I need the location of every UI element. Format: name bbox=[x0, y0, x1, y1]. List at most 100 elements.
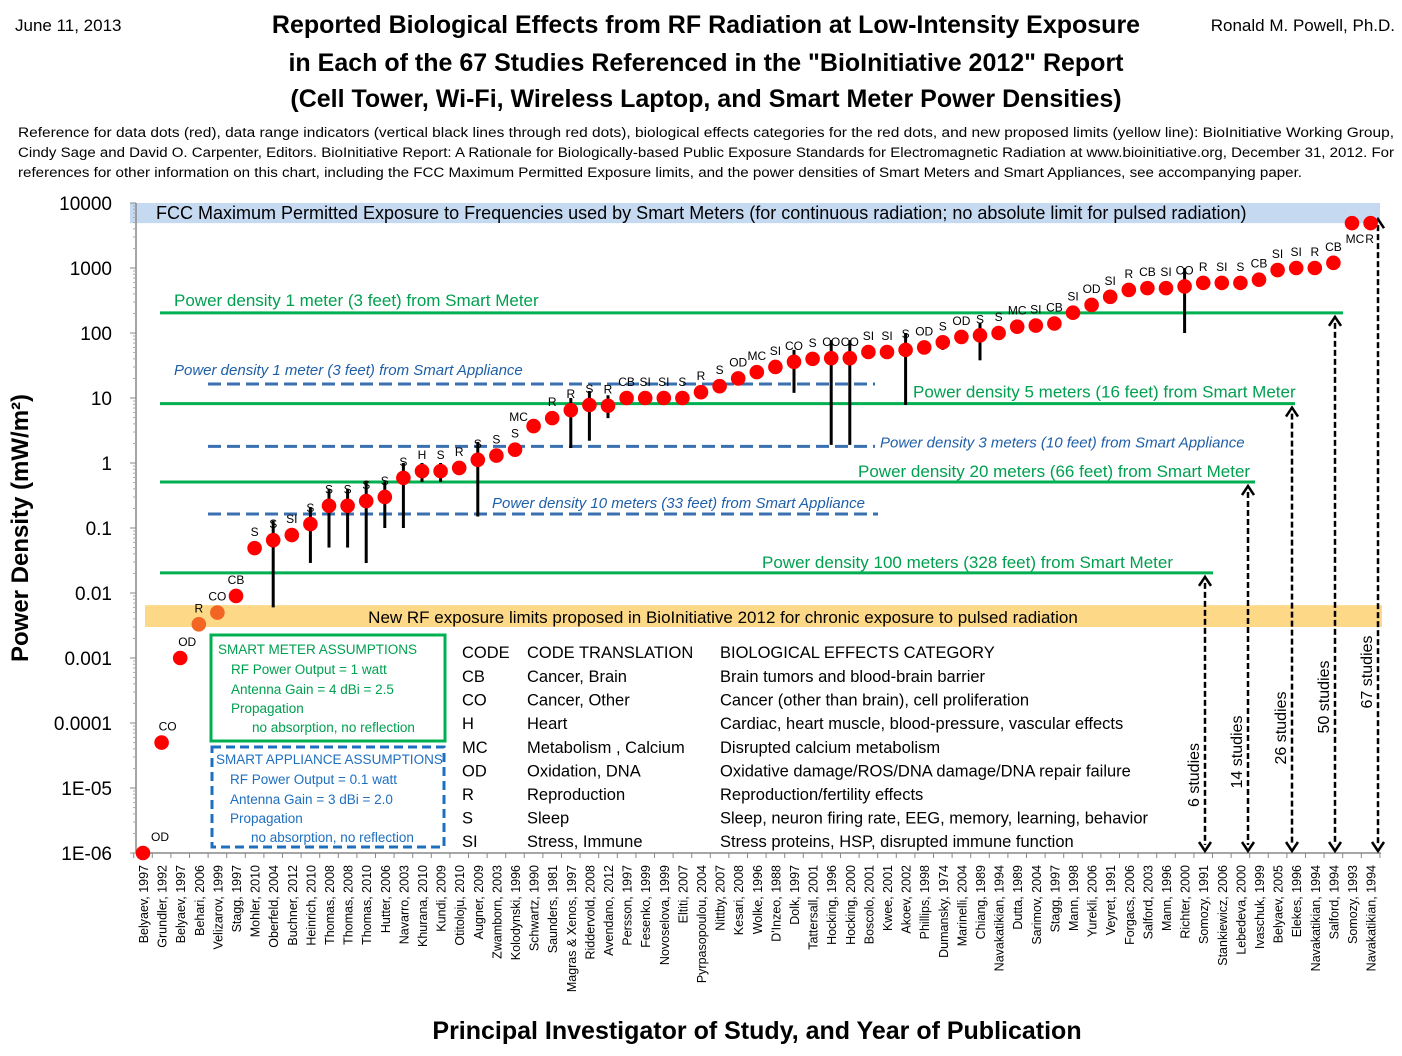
code-table-header: CODE TRANSLATION bbox=[527, 644, 693, 662]
smart-appliance-box-title: SMART APPLIANCE ASSUMPTIONS bbox=[216, 752, 443, 767]
code-table-cell: Sleep bbox=[527, 810, 569, 828]
data-dot bbox=[1363, 215, 1378, 231]
data-dot bbox=[1214, 275, 1230, 291]
x-tick-label: Hutter, 2006 bbox=[379, 865, 393, 933]
code-table: CODE CODE TRANSLATION BIOLOGICAL EFFECTS C… bbox=[462, 644, 1148, 851]
effect-code-label: S bbox=[678, 375, 686, 389]
x-tick-label: Akoev, 2002 bbox=[900, 865, 914, 934]
chart-title-line-3: (Cell Tower, Wi-Fi, Wireless Laptop, and… bbox=[290, 85, 1121, 113]
effect-code-label: R bbox=[566, 387, 575, 401]
code-table-cell: CO bbox=[462, 692, 487, 710]
y-tick-label: 10000 bbox=[59, 194, 112, 215]
effect-code-label: CO bbox=[1176, 263, 1194, 277]
x-tick-label: Stagg, 1997 bbox=[230, 865, 244, 932]
smart-meter-box-title: SMART METER ASSUMPTIONS bbox=[218, 642, 417, 657]
code-table-header: CODE bbox=[462, 644, 510, 662]
effect-code-label: S bbox=[902, 327, 910, 341]
smart-meter-box-line: Antenna Gain = 4 dBi = 2.5 bbox=[231, 682, 394, 697]
x-tick-label: D'Inzeo, 1988 bbox=[769, 865, 783, 942]
effect-code-label: SI bbox=[863, 329, 874, 343]
effect-code-label: R bbox=[455, 445, 464, 459]
code-table-cell: Cancer, Brain bbox=[527, 668, 627, 686]
data-dot bbox=[377, 489, 393, 505]
data-dot bbox=[1307, 260, 1323, 276]
data-dot bbox=[712, 378, 727, 394]
y-tick-label: 0.1 bbox=[86, 519, 112, 540]
effect-code-label: MC bbox=[1346, 232, 1365, 246]
effect-code-label: CB bbox=[1251, 257, 1268, 271]
effect-code-label: CO bbox=[785, 339, 803, 353]
reference-line-label-sm20: Power density 20 meters (66 feet) from S… bbox=[858, 462, 1250, 481]
x-tick-label: Nittby, 2007 bbox=[714, 865, 728, 931]
reference-note-3: references for other information on this… bbox=[18, 165, 1302, 180]
y-tick-label: 0.0001 bbox=[54, 714, 112, 735]
data-dot bbox=[898, 342, 913, 358]
x-tick-label: Ivaschuk, 1999 bbox=[1253, 865, 1267, 949]
data-dot bbox=[1121, 282, 1137, 298]
effect-code-label: CB bbox=[1139, 265, 1156, 279]
x-tick-label: Velizarov, 1999 bbox=[211, 865, 225, 950]
effect-code-label: SI bbox=[1160, 265, 1171, 279]
data-dot bbox=[1158, 280, 1174, 296]
data-dot bbox=[1028, 318, 1044, 333]
data-dot bbox=[284, 527, 300, 543]
arrow-head-down-icon bbox=[1240, 841, 1256, 854]
effect-code-label: S bbox=[995, 310, 1003, 324]
data-dot bbox=[1177, 279, 1192, 294]
data-dot bbox=[842, 350, 858, 366]
data-dot bbox=[265, 532, 281, 548]
x-tick-label: Navakatikian, 1994 bbox=[993, 865, 1007, 971]
reference-line-label-ap10: Power density 10 meters (33 feet) from S… bbox=[492, 495, 865, 512]
reference-line-label-sm1: Power density 1 meter (3 feet) from Smar… bbox=[174, 291, 539, 310]
y-tick-label: 1E-05 bbox=[61, 779, 112, 800]
study-count-label: 50 studies bbox=[1316, 661, 1333, 734]
effect-code-label: S bbox=[399, 455, 407, 469]
smart-meter-box-line: RF Power Output = 1 watt bbox=[231, 662, 387, 677]
effect-code-label: SI bbox=[286, 512, 297, 526]
effect-code-label: MC bbox=[509, 410, 528, 424]
effect-code-label: CB bbox=[228, 573, 245, 587]
x-tick-label: Thomas, 2008 bbox=[323, 865, 337, 945]
effect-code-label: S bbox=[437, 448, 445, 462]
data-dot bbox=[414, 463, 430, 479]
effect-code-label: CO bbox=[159, 720, 177, 734]
data-dot bbox=[135, 845, 151, 861]
x-tick-label: Hocking, 1996 bbox=[825, 865, 839, 945]
smart-appliance-box-line: Propagation bbox=[230, 811, 303, 826]
x-tick-label: Stankiewicz, 2006 bbox=[1216, 865, 1230, 966]
effect-code-label: SI bbox=[1272, 247, 1283, 261]
x-tick-label: Zwamborn, 2003 bbox=[490, 865, 504, 959]
x-tick-label: Saunders, 1981 bbox=[546, 865, 560, 953]
effect-code-label: SI bbox=[770, 344, 781, 358]
code-table-cell: Cardiac, heart muscle, blood-pressure, v… bbox=[720, 715, 1123, 733]
effect-code-label: SI bbox=[1030, 303, 1041, 317]
arrow-head-up-icon bbox=[1327, 314, 1343, 327]
effect-code-label: SI bbox=[881, 329, 892, 343]
data-dot bbox=[489, 448, 504, 463]
effect-code-label: S bbox=[1236, 260, 1244, 274]
band-label-bio: New RF exposure limits proposed in BioIn… bbox=[368, 608, 1078, 627]
effect-code-label: CB bbox=[1046, 301, 1063, 315]
x-tick-label: Salford, 2003 bbox=[1141, 865, 1155, 939]
effect-code-label: S bbox=[362, 478, 370, 492]
smart-appliance-assumptions-box: SMART APPLIANCE ASSUMPTIONS RF Power Out… bbox=[210, 745, 446, 849]
x-tick-label: Augner, 2009 bbox=[472, 865, 486, 939]
effect-code-label: H bbox=[418, 448, 427, 462]
x-tick-label: Navakatikian, 1994 bbox=[1309, 865, 1323, 971]
x-tick-label: Kesari, 2008 bbox=[732, 865, 746, 935]
x-tick-label: Thomas, 2008 bbox=[342, 865, 356, 945]
x-tick-label: Behari, 2006 bbox=[193, 865, 207, 936]
x-tick-label: Marinelli, 2004 bbox=[955, 865, 969, 946]
data-dot bbox=[656, 390, 672, 406]
effect-code-label: S bbox=[492, 433, 500, 447]
code-table-cell: Sleep, neuron firing rate, EEG, memory, … bbox=[720, 810, 1148, 828]
data-dot bbox=[768, 359, 783, 375]
data-dot bbox=[823, 350, 839, 366]
band-label-fcc: FCC Maximum Permitted Exposure to Freque… bbox=[156, 203, 1246, 223]
data-dot bbox=[730, 371, 746, 386]
code-table-cell: OD bbox=[462, 762, 487, 780]
x-tick-label: Navakatikian, 1994 bbox=[1365, 865, 1379, 971]
data-dot bbox=[247, 540, 262, 556]
code-table-cell: Stress, Immune bbox=[527, 833, 643, 851]
